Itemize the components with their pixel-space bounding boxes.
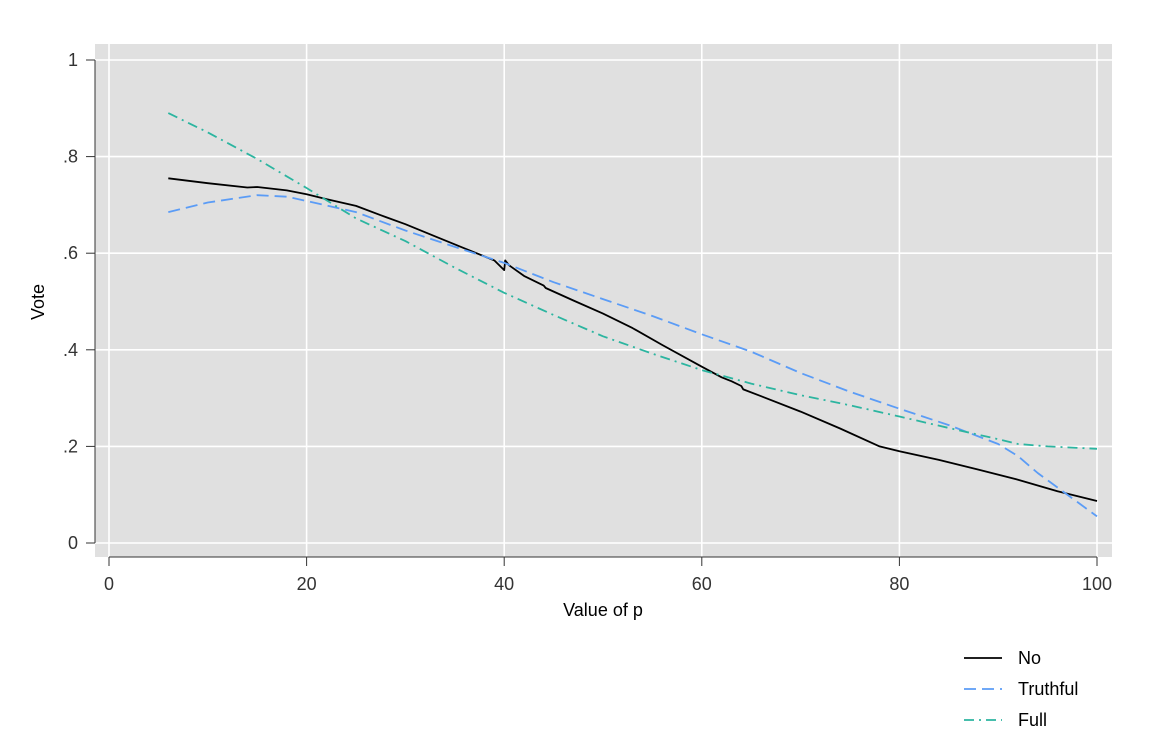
x-tick-label-0: 0	[104, 574, 114, 594]
x-axis-title: Value of p	[563, 600, 643, 620]
y-tick-label-4: .8	[63, 147, 78, 167]
series-layer	[167, 112, 1098, 518]
legend: No Truthful Full	[964, 648, 1078, 730]
x-tick-label-1: 20	[297, 574, 317, 594]
series-line-full	[167, 112, 1098, 450]
grid	[95, 44, 1112, 557]
axes: 0 .2 .4 .6 .8 1 0 20 40 60 80 100	[63, 50, 1112, 594]
legend-label-truthful: Truthful	[1018, 679, 1078, 699]
legend-label-full: Full	[1018, 710, 1047, 730]
y-tick-label-2: .4	[63, 340, 78, 360]
y-tick-label-0: 0	[68, 533, 78, 553]
legend-label-no: No	[1018, 648, 1041, 668]
y-axis-title: Vote	[28, 284, 48, 320]
x-tick-label-5: 100	[1082, 574, 1112, 594]
y-tick-label-1: .2	[63, 436, 78, 456]
x-tick-label-2: 40	[494, 574, 514, 594]
x-tick-label-3: 60	[692, 574, 712, 594]
y-tick-label-3: .6	[63, 243, 78, 263]
y-tick-label-5: 1	[68, 50, 78, 70]
series-line-no	[168, 177, 1098, 502]
series-line-truthful	[168, 194, 1098, 518]
x-tick-label-4: 80	[889, 574, 909, 594]
plot-area	[95, 44, 1112, 557]
